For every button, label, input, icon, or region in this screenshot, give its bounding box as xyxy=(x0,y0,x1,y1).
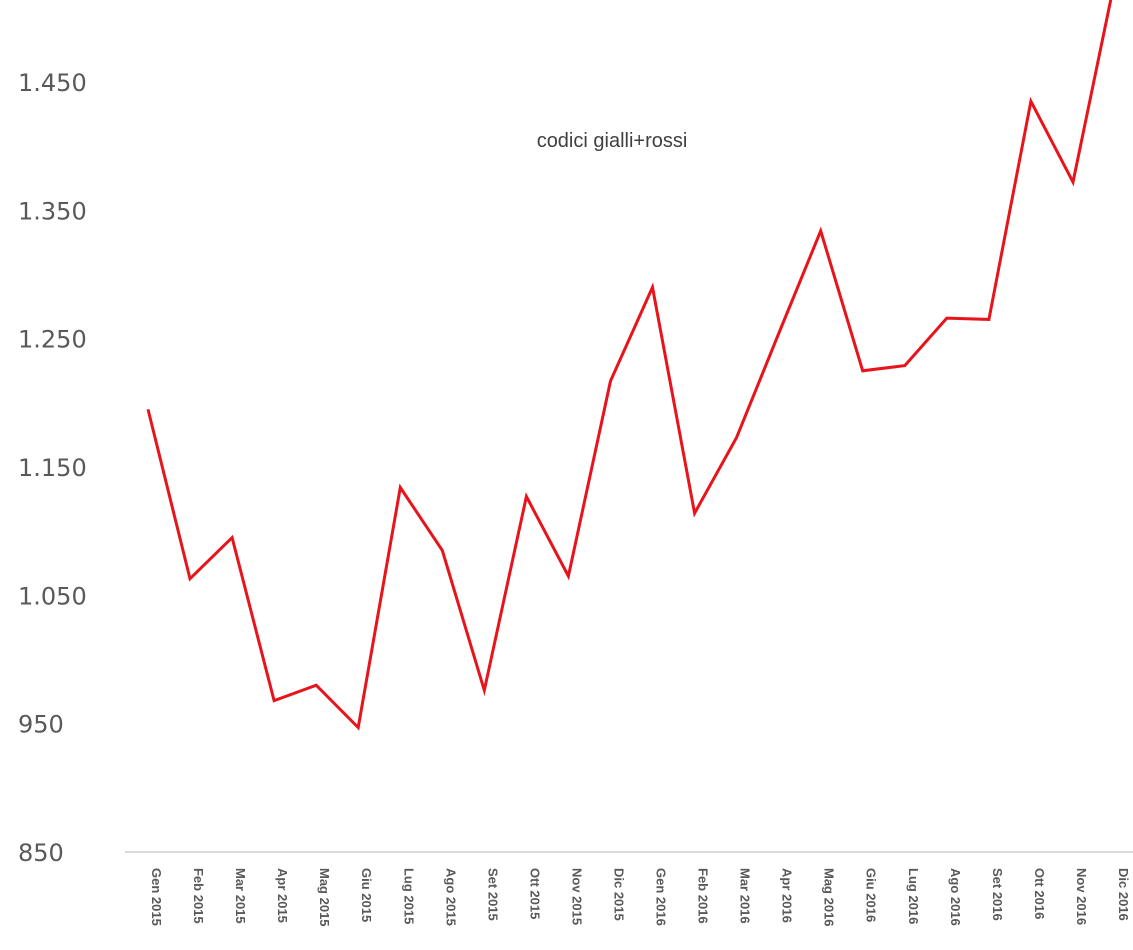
x-tick-label: Lug 2015 xyxy=(401,868,416,924)
x-tick-label: Set 2015 xyxy=(485,868,500,921)
y-axis: 850 950 1.050 1.150 1.250 1.350 1.450 xyxy=(18,69,87,867)
y-tick-label: 1.150 xyxy=(18,454,87,482)
x-tick-label: Gen 2016 xyxy=(654,868,669,926)
x-tick-label: Set 2016 xyxy=(990,868,1005,921)
y-tick-label: 1.250 xyxy=(18,326,87,354)
x-tick-label: Ago 2016 xyxy=(948,868,963,926)
x-tick-label: Ago 2015 xyxy=(443,868,458,926)
x-tick-label: Giu 2016 xyxy=(864,868,879,922)
x-tick-label: Apr 2016 xyxy=(780,868,795,923)
x-axis: Gen 2015 Feb 2015 Mar 2015 Apr 2015 Mag 2015… xyxy=(149,868,1131,927)
x-tick-label: Feb 2015 xyxy=(191,868,206,924)
x-tick-label: Ott 2015 xyxy=(527,868,542,919)
x-tick-label: Lug 2016 xyxy=(906,868,921,924)
series xyxy=(146,0,1113,731)
y-tick-label: 850 xyxy=(18,839,64,867)
x-tick-label: Nov 2015 xyxy=(569,868,584,925)
x-tick-label: Mag 2015 xyxy=(317,868,332,927)
series-line xyxy=(146,0,1113,731)
x-tick-label: Giu 2015 xyxy=(359,868,374,922)
x-tick-label: Mar 2015 xyxy=(233,868,248,924)
x-tick-label: Dic 2016 xyxy=(1116,868,1131,921)
x-tick-label: Feb 2016 xyxy=(696,868,711,924)
x-tick-label: Nov 2016 xyxy=(1074,868,1089,925)
x-tick-label: Apr 2015 xyxy=(275,868,290,923)
x-tick-label: Gen 2015 xyxy=(149,868,164,926)
y-tick-label: 1.050 xyxy=(18,582,87,610)
x-tick-label: Ott 2016 xyxy=(1032,868,1047,919)
y-tick-label: 950 xyxy=(18,711,64,739)
series-annotation: codici gialli+rossi xyxy=(537,130,688,152)
x-tick-label: Dic 2015 xyxy=(611,868,626,921)
x-tick-label: Mar 2016 xyxy=(738,868,753,924)
y-tick-label: 1.350 xyxy=(18,197,87,225)
x-tick-label: Mag 2016 xyxy=(822,868,837,927)
y-tick-label: 1.450 xyxy=(18,69,87,97)
